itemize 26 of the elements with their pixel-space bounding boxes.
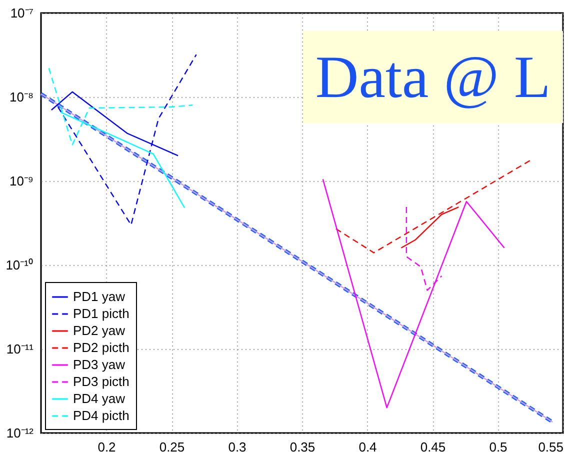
x-tick-label: 0.45 [420,440,446,452]
legend-label: PD4 yaw [73,391,126,406]
legend-label: PD3 yaw [73,357,126,372]
annotation: Data @ L [315,44,551,110]
y-tick-label: 10⁻⁹ [9,174,34,188]
y-tick-label: 10⁻¹⁰ [6,258,34,272]
x-tick-label: 0.55 [538,440,564,452]
y-tick-label: 10⁻¹¹ [6,342,34,356]
legend-label: PD2 picth [73,340,130,355]
legend-label: PD2 yaw [73,323,126,338]
x-tick-label: 0.35 [290,440,316,452]
x-tick-label: 0.25 [159,440,185,452]
legend-label: PD4 picth [73,408,130,423]
y-tick-label: 10⁻⁷ [10,6,34,20]
y-tick-label: 10⁻¹² [6,426,34,440]
x-tick-label: 0.2 [98,440,116,452]
x-tick-label: 0.4 [358,440,377,452]
legend-label: PD3 picth [73,374,130,389]
line-series [322,178,505,408]
legend-label: PD1 yaw [73,289,126,304]
line-series [400,206,460,248]
y-tick-label: 10⁻⁸ [10,90,34,104]
legend-label: PD1 picth [73,306,130,321]
line-series [406,206,442,291]
x-tick-label: 0.5 [489,440,508,452]
x-tick-label: 0.3 [228,440,246,452]
